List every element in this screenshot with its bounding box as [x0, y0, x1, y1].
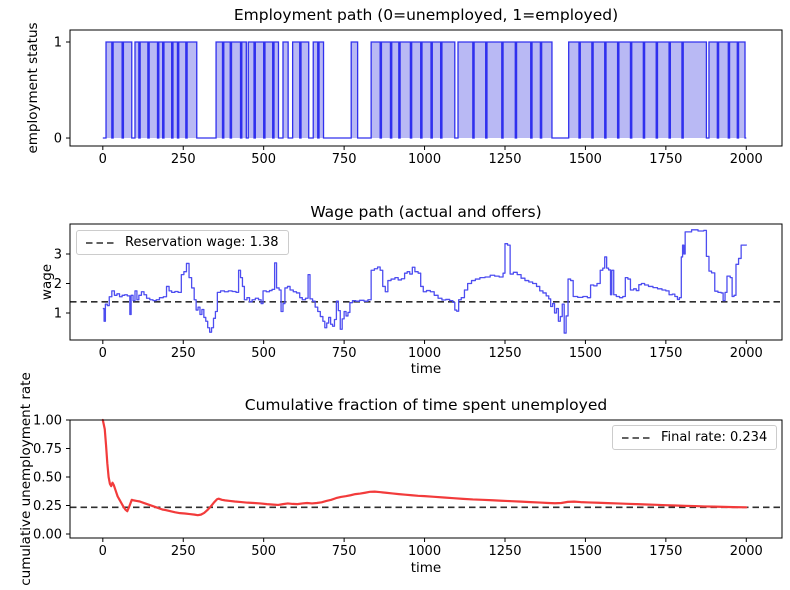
wage-ylabel: wage	[39, 263, 55, 301]
employment-y-tick-label: 0	[54, 132, 62, 147]
wage-x-tick-label: 0	[99, 346, 107, 361]
wage-x-tick-label: 2000	[730, 346, 763, 361]
employment-step-line	[102, 41, 747, 139]
wage-x-tick-label: 1250	[488, 346, 521, 361]
cumulative-x-tick-label: 0	[99, 544, 107, 559]
cumulative-y-tick-label: 1.00	[33, 414, 62, 429]
reservation-wage-legend: Reservation wage: 1.38	[76, 230, 289, 255]
employment-title: Employment path (0=unemployed, 1=employe…	[233, 6, 619, 24]
wage-x-tick-label: 750	[332, 346, 357, 361]
employment-x-tick-label: 1500	[569, 152, 602, 167]
cumulative-y-tick-label: 0.50	[33, 471, 62, 486]
employment-axes-spines	[69, 29, 783, 147]
dashed-line-icon	[86, 241, 116, 244]
cumulative-axes-spines	[69, 419, 783, 539]
cumulative-title: Cumulative fraction of time spent unempl…	[244, 396, 608, 414]
cumulative-xlabel: time	[410, 560, 442, 576]
cumulative-x-tick-label: 1500	[569, 544, 602, 559]
cumulative-x-tick-label: 1250	[488, 544, 521, 559]
cumulative-y-tick-label: 0.00	[33, 528, 62, 543]
employment-x-tick-label: 500	[251, 152, 276, 167]
wage-x-tick-label: 1500	[569, 346, 602, 361]
cumulative-x-tick-label: 2000	[730, 544, 763, 559]
cumulative-rate-line	[101, 418, 748, 517]
cumulative-y-tick-label: 0.75	[33, 442, 62, 457]
final-rate-legend-label: Final rate: 0.234	[661, 430, 768, 445]
wage-title: Wage path (actual and offers)	[310, 203, 542, 221]
employment-x-tick-label: 750	[332, 152, 357, 167]
employment-x-tick-label: 1250	[488, 152, 521, 167]
employment-x-tick-label: 1000	[408, 152, 441, 167]
employment-area-fill	[102, 42, 747, 139]
employment-x-tick-label: 2000	[730, 152, 763, 167]
cumulative-x-tick-label: 250	[171, 544, 196, 559]
wage-step-line	[102, 229, 747, 334]
wage-y-tick-label: 2	[54, 277, 62, 292]
employment-x-tick-label: 0	[99, 152, 107, 167]
cumulative-x-tick-label: 500	[251, 544, 276, 559]
wage-x-tick-label: 1000	[408, 346, 441, 361]
dashed-line-icon	[622, 436, 652, 439]
cumulative-ylabel: cumulative unemployment rate	[18, 372, 34, 586]
cumulative-x-tick-label: 1750	[649, 544, 682, 559]
wage-xlabel: time	[410, 361, 442, 377]
employment-ylabel: employment status	[25, 22, 41, 154]
cumulative-x-tick-label: 1000	[408, 544, 441, 559]
cumulative-x-tick-label: 750	[332, 544, 357, 559]
wage-axes-spines	[69, 223, 783, 341]
employment-y-tick-label: 1	[54, 36, 62, 51]
wage-x-tick-label: 500	[251, 346, 276, 361]
wage-y-tick-label: 1	[54, 307, 62, 322]
employment-x-tick-label: 250	[171, 152, 196, 167]
final-rate-legend: Final rate: 0.234	[612, 425, 778, 450]
wage-x-tick-label: 250	[171, 346, 196, 361]
wage-y-tick-label: 3	[54, 248, 62, 263]
wage-x-tick-label: 1750	[649, 346, 682, 361]
reservation-wage-legend-label: Reservation wage: 1.38	[125, 235, 279, 250]
cumulative-y-tick-label: 0.25	[33, 499, 62, 514]
employment-x-tick-label: 1750	[649, 152, 682, 167]
